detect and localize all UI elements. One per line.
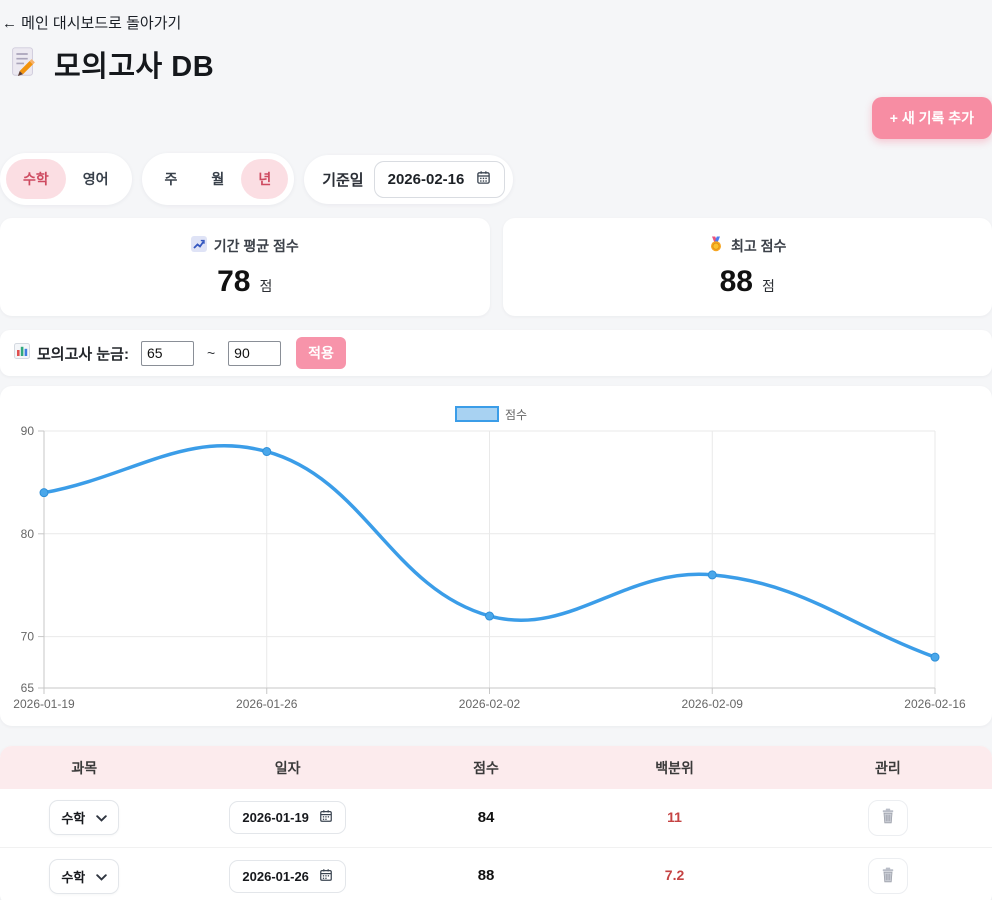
tab-subject-math[interactable]: 수학 <box>6 159 66 199</box>
table-row: 수학 2026-01-19 <box>0 789 992 848</box>
stat-card-best: 최고 점수 88 점 <box>502 218 992 316</box>
tab-period-year[interactable]: 년 <box>241 159 289 199</box>
scale-max-input[interactable] <box>228 340 282 366</box>
row-date-value: 2026-01-19 <box>242 810 309 826</box>
base-date-label: 기준일 <box>322 171 364 189</box>
trash-icon <box>879 807 897 828</box>
add-record-button[interactable]: + 새 기록 추가 <box>871 97 992 139</box>
chevron-down-icon <box>96 810 108 825</box>
table-header-row: 과목 일자 점수 백분위 관리 <box>0 746 992 789</box>
stat-average-label: 기간 평균 점수 <box>213 237 299 254</box>
delete-record-button[interactable] <box>867 799 908 836</box>
header-percentile: 백분위 <box>565 746 784 789</box>
page-title: 모의고사 DB <box>54 51 215 83</box>
filter-controls: 수학 영어 주 월 년 기준일 2026-02-16 <box>0 153 992 205</box>
stat-average-unit: 점 <box>259 277 273 294</box>
scale-label: 모의고사 눈금: <box>37 345 129 363</box>
subject-select[interactable]: 수학 <box>49 800 120 836</box>
percentile-value: 11 <box>667 808 682 825</box>
header-manage: 관리 <box>783 746 992 789</box>
base-date-group: 기준일 2026-02-16 <box>304 154 514 204</box>
calendar-icon <box>319 868 333 885</box>
svg-text:70: 70 <box>21 630 35 644</box>
subject-tab-group: 수학 영어 <box>0 153 132 205</box>
header-date: 일자 <box>168 746 407 789</box>
stat-average-value: 78 <box>217 264 251 298</box>
svg-text:80: 80 <box>21 527 35 541</box>
scale-min-input[interactable] <box>140 340 194 366</box>
subject-select-value: 수학 <box>61 869 86 885</box>
tilde-separator: ~ <box>206 345 216 361</box>
svg-text:2026-01-19: 2026-01-19 <box>13 697 75 711</box>
table-row: 수학 2026-01-26 <box>0 847 992 900</box>
delete-record-button[interactable] <box>867 858 908 894</box>
subject-select[interactable]: 수학 <box>49 858 120 894</box>
stat-best-label: 최고 점수 <box>731 237 787 254</box>
row-date-value: 2026-01-26 <box>242 868 309 884</box>
score-value: 88 <box>477 867 495 884</box>
page-header: 모의고사 DB <box>6 43 992 85</box>
svg-text:90: 90 <box>21 424 35 438</box>
base-date-input[interactable]: 2026-02-16 <box>373 160 506 198</box>
apply-scale-button[interactable]: 적용 <box>296 337 346 369</box>
stat-best-unit: 점 <box>761 277 775 294</box>
score-chart-card: 65 70 80 90 2026-01-19 2026-01-26 2026-02-02 20… <box>0 386 992 726</box>
records-table: 과목 일자 점수 백분위 관리 수학 <box>0 746 992 900</box>
base-date-value: 2026-02-16 <box>387 170 465 188</box>
period-tab-group: 주 월 년 <box>141 153 295 205</box>
stat-best-value: 88 <box>719 264 753 298</box>
chevron-down-icon <box>96 869 108 884</box>
bar-chart-icon <box>14 343 30 363</box>
percentile-value: 7.2 <box>664 867 685 883</box>
row-date-input[interactable]: 2026-01-26 <box>229 859 346 893</box>
tab-period-month[interactable]: 월 <box>194 159 241 199</box>
row-date-input[interactable]: 2026-01-19 <box>229 801 346 835</box>
trash-icon <box>879 866 897 887</box>
score-chart-svg: 65 70 80 90 2026-01-19 2026-01-26 2026-02-02 20… <box>13 406 966 711</box>
scale-settings-bar: 모의고사 눈금: ~ 적용 <box>0 330 992 376</box>
svg-text:2026-02-02: 2026-02-02 <box>459 697 521 711</box>
subject-select-value: 수학 <box>61 811 86 827</box>
header-subject: 과목 <box>0 746 169 789</box>
svg-text:2026-02-09: 2026-02-09 <box>682 697 744 711</box>
calendar-icon <box>476 170 491 189</box>
medal-icon <box>708 236 724 255</box>
back-to-dashboard-link[interactable]: ← 메인 대시보드로 돌아가기 <box>2 15 182 32</box>
stat-card-average: 기간 평균 점수 78 점 <box>0 218 490 316</box>
tab-period-week[interactable]: 주 <box>148 159 195 199</box>
header-score: 점수 <box>406 746 566 789</box>
svg-text:2026-01-26: 2026-01-26 <box>236 697 298 711</box>
stat-cards: 기간 평균 점수 78 점 최고 점수 88 <box>0 218 992 316</box>
action-row: + 새 기록 추가 <box>0 97 992 139</box>
svg-text:점수: 점수 <box>505 408 527 422</box>
chart-increasing-icon <box>190 236 207 255</box>
svg-text:2026-02-16: 2026-02-16 <box>904 697 966 711</box>
tab-subject-english[interactable]: 영어 <box>66 159 126 199</box>
score-value: 84 <box>477 808 495 826</box>
memo-pencil-icon <box>6 45 40 84</box>
records-table-card: 과목 일자 점수 백분위 관리 수학 <box>0 746 992 900</box>
svg-text:65: 65 <box>21 681 35 695</box>
calendar-icon <box>319 809 333 826</box>
